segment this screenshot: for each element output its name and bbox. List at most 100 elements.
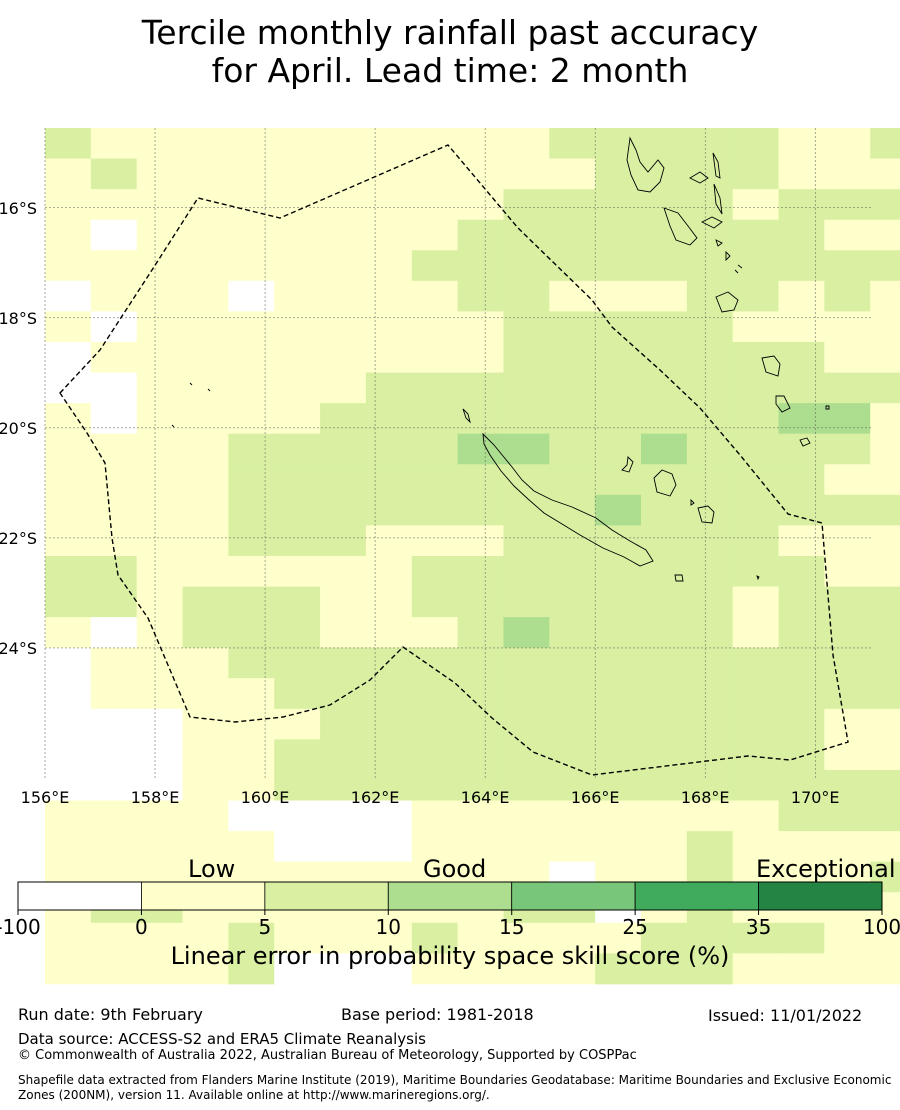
colorbar-tick-label: 35 [746,915,771,939]
skill-cell [457,555,504,587]
skill-cell [457,708,504,740]
skill-cell [549,769,596,801]
longitude-labels: 156°E 158°E 160°E 162°E 164°E 166°E 168°E 170°E [21,788,840,807]
skill-cell [778,708,825,740]
skill-cell [365,250,413,282]
skill-cell [549,800,596,832]
skill-cell [411,769,459,801]
skill-cell [870,525,900,557]
shepherd-islands [725,250,731,262]
skill-cell [45,708,92,740]
skill-cell [136,555,183,587]
maewo-island [712,152,721,179]
skill-cell [778,800,825,832]
pentecost-island [713,183,723,215]
skill-cell [365,800,413,832]
skill-cell [182,647,229,679]
skill-cell [365,219,413,251]
skill-cell [45,586,92,618]
skill-cell [732,341,779,373]
skill-cell [549,678,596,710]
colorbar-segment [634,881,759,911]
skill-cell [732,922,779,954]
skill-cell [457,800,504,832]
skill-cell [686,555,734,587]
skill-cell [320,922,367,954]
skill-cell [411,678,459,710]
colorbar-category-good: Good [423,855,487,883]
run-date: Run date: 9th February [18,1005,203,1024]
skill-cell [320,586,367,618]
skill-cell [365,647,413,679]
latitude-label: 18°S [0,309,37,328]
skill-cell [365,494,413,526]
skill-cell [503,922,550,954]
skill-cell [595,525,642,557]
skill-cell [778,189,825,221]
skill-cell [640,525,688,557]
skill-cell [365,617,413,649]
skill-cell [640,678,688,710]
skill-cell [824,831,871,863]
skill-cell [732,617,779,649]
skill-cell [640,800,688,832]
skill-cell [457,647,504,679]
skill-cell [686,341,734,373]
skill-cell [457,433,504,465]
skill-cell [503,831,550,863]
skill-cell [686,647,734,679]
belep-islands [462,408,471,424]
colorbar-tick-label: 25 [622,915,647,939]
skill-cell [457,372,504,404]
skill-cell [457,953,504,985]
skill-cell [686,678,734,710]
skill-cell [90,769,138,801]
skill-cell [595,372,642,404]
skill-cell [824,678,871,710]
skill-cell [732,158,779,190]
colorbar-tick-label: 10 [376,915,401,939]
skill-cell [457,128,504,159]
skill-cell [549,341,596,373]
skill-cell [595,922,642,954]
skill-cell [778,158,825,190]
skill-cell [365,280,413,312]
skill-cell [320,831,367,863]
skill-cell [365,769,413,801]
skill-cell [595,158,642,190]
skill-cell [595,831,642,863]
skill-cell [595,617,642,649]
skill-cell [320,739,367,771]
skill-cell [320,219,367,251]
skill-cell [411,403,459,435]
skill-cell [778,739,825,771]
skill-cell [640,128,688,159]
colorbar-segment [511,881,636,911]
skill-cell [320,494,367,526]
skill-cell [274,586,321,618]
malakula-island [663,207,698,246]
skill-cell [549,158,596,190]
skill-cell [274,433,321,465]
skill-cell [870,128,900,159]
skill-cell [274,280,321,312]
skill-cell [503,219,550,251]
skill-cell [457,494,504,526]
skill-cell [732,280,779,312]
skill-cell [457,158,504,190]
skill-cell [778,922,825,954]
skill-cell [136,953,183,985]
skill-cell [136,341,183,373]
skill-cell [320,464,367,496]
skill-cell [45,800,92,832]
skill-cell [274,158,321,190]
skill-cell [732,586,779,618]
efate-island [715,291,739,313]
skill-cell [274,250,321,282]
skill-cell [228,586,275,618]
skill-cell [182,800,229,832]
skill-cell [870,800,900,832]
skill-cell [870,922,900,954]
skill-cell [870,647,900,679]
skill-cell [136,128,183,159]
